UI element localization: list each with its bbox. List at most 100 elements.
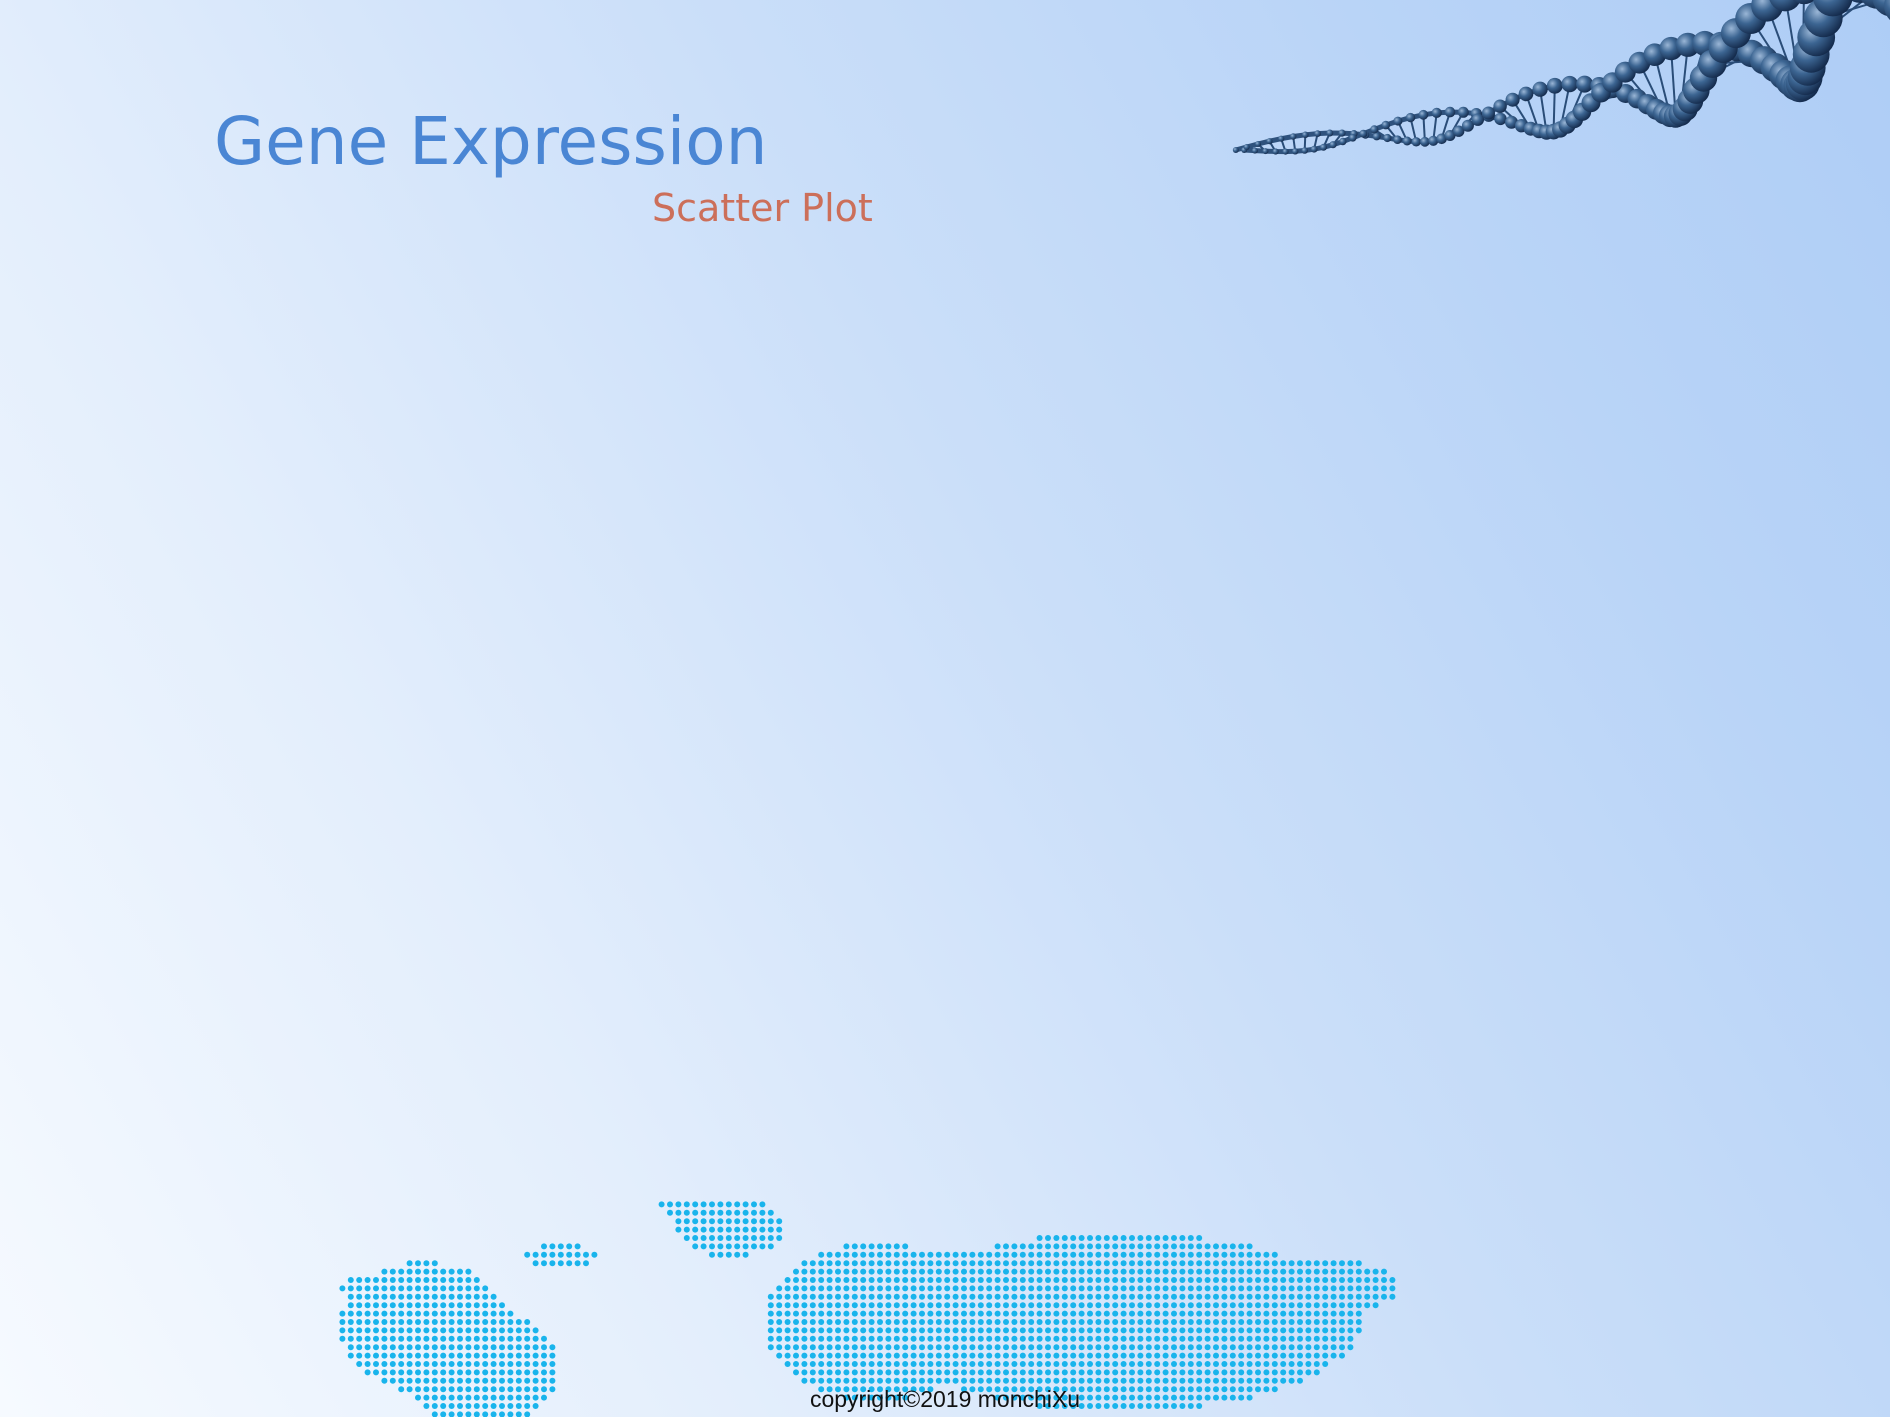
- map-dot: [1330, 1293, 1337, 1300]
- map-dot: [927, 1251, 934, 1258]
- map-dot: [1221, 1335, 1228, 1342]
- map-dot: [877, 1310, 883, 1317]
- map-dot: [1238, 1369, 1245, 1376]
- map-dot: [499, 1335, 505, 1342]
- map-dot: [499, 1344, 505, 1351]
- map-dot: [339, 1327, 346, 1334]
- map-dot: [356, 1310, 363, 1317]
- map-dot: [473, 1319, 480, 1325]
- map-dot: [793, 1352, 799, 1359]
- map-dot: [415, 1310, 421, 1317]
- map-dot: [1330, 1268, 1337, 1275]
- map-dot: [1061, 1361, 1068, 1367]
- dna-node: [1482, 106, 1495, 120]
- map-dot: [356, 1344, 363, 1351]
- map-dot: [1145, 1243, 1152, 1250]
- map-dot: [1129, 1260, 1135, 1267]
- map-dot: [381, 1335, 388, 1342]
- map-dot: [1036, 1310, 1043, 1317]
- dna-node: [1444, 130, 1456, 141]
- map-dot: [952, 1293, 959, 1300]
- map-dot: [1162, 1403, 1169, 1409]
- map-dot: [1339, 1319, 1345, 1325]
- map-dot: [877, 1277, 883, 1283]
- map-dot: [1145, 1260, 1152, 1267]
- map-dot: [423, 1377, 430, 1384]
- map-dot: [507, 1344, 514, 1351]
- map-dot: [692, 1226, 699, 1233]
- map-dot: [851, 1386, 858, 1393]
- dna-node: [1505, 115, 1518, 129]
- dna-node: [1251, 147, 1258, 154]
- map-dot: [1213, 1352, 1219, 1359]
- map-dot: [465, 1319, 472, 1325]
- map-dot: [373, 1310, 379, 1317]
- map-dot: [784, 1302, 791, 1309]
- map-dot: [742, 1226, 749, 1233]
- map-dot: [1297, 1310, 1303, 1317]
- map-dot: [1246, 1310, 1253, 1317]
- map-dot: [1313, 1268, 1320, 1275]
- map-dot: [1229, 1310, 1236, 1317]
- map-dot: [356, 1293, 363, 1300]
- map-dot: [919, 1377, 925, 1384]
- map-dot: [524, 1394, 531, 1401]
- map-dot: [1103, 1285, 1110, 1292]
- map-dot: [457, 1302, 463, 1309]
- map-dot: [860, 1344, 867, 1351]
- map-dot: [801, 1369, 808, 1376]
- map-dot: [1145, 1361, 1152, 1367]
- map-dot: [1171, 1335, 1177, 1342]
- map-dot: [877, 1302, 883, 1309]
- map-dot: [1061, 1285, 1068, 1292]
- map-dot: [1095, 1293, 1102, 1300]
- dna-node: [1532, 81, 1548, 97]
- map-dot: [1221, 1310, 1228, 1317]
- map-dot: [490, 1310, 497, 1317]
- map-dot: [885, 1310, 892, 1317]
- map-dot: [826, 1260, 833, 1267]
- map-dot: [767, 1335, 774, 1342]
- map-dot: [1120, 1302, 1127, 1309]
- map-dot: [490, 1411, 497, 1417]
- map-dot: [1313, 1302, 1320, 1309]
- map-dot: [1229, 1268, 1236, 1275]
- map-dot: [1137, 1344, 1144, 1351]
- map-dot: [1238, 1319, 1245, 1325]
- map-dot: [1187, 1327, 1194, 1334]
- map-dot: [1305, 1369, 1312, 1376]
- map-dot: [1229, 1335, 1236, 1342]
- map-dot: [1095, 1335, 1102, 1342]
- map-dot: [986, 1386, 993, 1393]
- map-dot: [440, 1319, 447, 1325]
- dna-node: [1428, 135, 1439, 146]
- map-dot: [1238, 1310, 1245, 1317]
- map-dot: [1204, 1285, 1211, 1292]
- map-dot: [1003, 1310, 1009, 1317]
- map-dot: [1120, 1403, 1127, 1409]
- dna-node: [1278, 135, 1285, 142]
- map-dot: [1137, 1319, 1144, 1325]
- map-dot: [767, 1302, 774, 1309]
- map-dot: [961, 1293, 967, 1300]
- map-dot: [482, 1319, 489, 1325]
- map-dot: [1229, 1369, 1236, 1376]
- dna-node: [1232, 147, 1239, 153]
- map-dot: [843, 1386, 850, 1393]
- map-dot: [717, 1218, 724, 1225]
- map-dot: [1095, 1285, 1102, 1292]
- map-dot: [969, 1377, 976, 1384]
- map-dot: [1087, 1293, 1093, 1300]
- map-dot: [1120, 1377, 1127, 1384]
- map-dot: [1229, 1285, 1236, 1292]
- map-dot: [1179, 1377, 1186, 1384]
- map-dot: [1137, 1394, 1144, 1401]
- map-dot: [1347, 1302, 1354, 1309]
- map-dot: [1145, 1352, 1152, 1359]
- map-dot: [986, 1277, 993, 1283]
- map-dot: [793, 1268, 799, 1275]
- map-dot: [1129, 1243, 1135, 1250]
- map-dot: [717, 1226, 724, 1233]
- map-dot: [1036, 1344, 1043, 1351]
- dna-node: [1339, 137, 1347, 146]
